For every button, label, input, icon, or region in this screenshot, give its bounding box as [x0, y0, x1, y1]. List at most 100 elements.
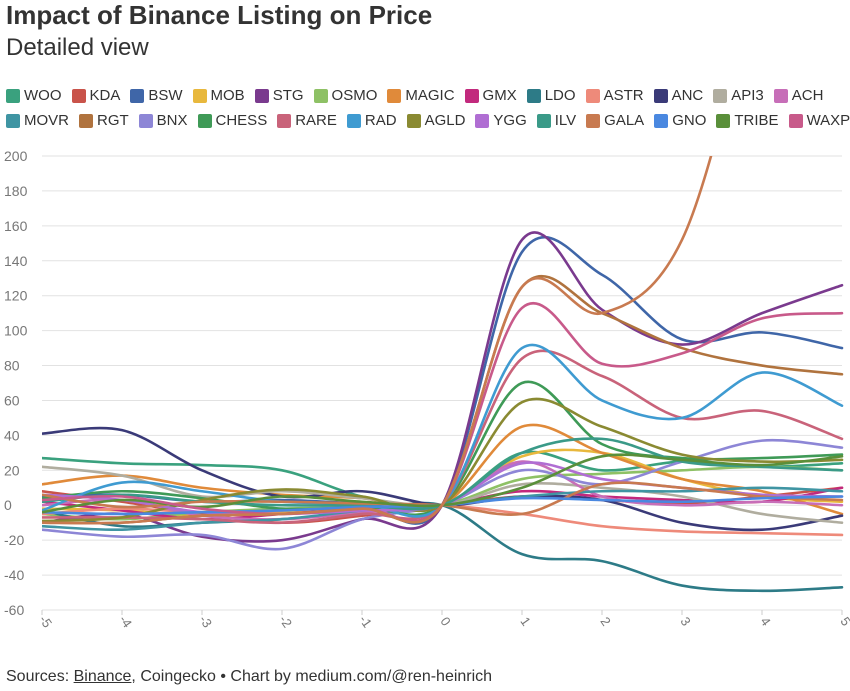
y-tick-label: 20 — [4, 462, 20, 478]
legend-item-osmo[interactable]: OSMO — [313, 87, 377, 104]
legend-swatch — [192, 88, 207, 103]
legend-item-movr[interactable]: MOVR — [6, 112, 69, 129]
legend-label: RARE — [295, 112, 337, 129]
series-line-rad — [42, 343, 844, 518]
legend-swatch — [387, 88, 402, 103]
legend-swatch — [585, 88, 600, 103]
x-tick-label: -3 — [196, 612, 215, 630]
legend-label: RAD — [364, 112, 397, 129]
source-link-binance[interactable]: Binance — [73, 668, 132, 685]
legend-label: BSW — [148, 87, 183, 104]
legend-swatch — [653, 88, 668, 103]
legend-item-ach[interactable]: ACH — [773, 87, 823, 104]
legend-item-bsw[interactable]: BSW — [130, 87, 183, 104]
footer-prefix: Sources: — [6, 668, 74, 685]
legend-item-tribe[interactable]: TRIBE — [716, 112, 779, 129]
legend-item-mob[interactable]: MOB — [192, 87, 245, 104]
series-line-chess — [42, 380, 844, 516]
legend-item-rare[interactable]: RARE — [277, 112, 337, 129]
legend-item-gmx[interactable]: GMX — [464, 87, 517, 104]
legend-item-agld[interactable]: AGLD — [406, 112, 466, 129]
legend-swatch — [6, 113, 20, 128]
legend-item-rgt[interactable]: RGT — [79, 112, 129, 129]
legend-swatch — [138, 113, 153, 128]
x-tick-label: -4 — [116, 612, 135, 630]
y-tick-label: 160 — [4, 218, 28, 234]
legend-item-magic[interactable]: MAGIC — [387, 87, 455, 104]
legend-item-woo[interactable]: WOO — [6, 87, 62, 104]
legend-label: GALA — [604, 112, 645, 129]
legend-label: AGLD — [424, 112, 466, 129]
legend-label: STG — [272, 87, 304, 104]
legend-item-ygg[interactable]: YGG — [475, 112, 527, 129]
chart-title: Impact of Binance Listing on Price — [6, 0, 433, 30]
x-tick-label: 0 — [437, 614, 453, 629]
y-tick-label: -40 — [4, 567, 24, 583]
legend-label: GMX — [482, 87, 517, 104]
y-tick-label: 200 — [4, 148, 28, 164]
legend-swatch — [536, 113, 551, 128]
legend: WOO KDA BSW MOB STG OSMO MAGIC GMX LDO ASTR ANC API… — [6, 84, 850, 134]
x-tick-label: 1 — [517, 614, 533, 629]
y-tick-label: 140 — [4, 253, 28, 269]
x-tick-label: 3 — [677, 614, 693, 629]
legend-swatch — [313, 88, 328, 103]
legend-item-ldo[interactable]: LDO — [526, 87, 576, 104]
legend-item-ilv[interactable]: ILV — [536, 112, 577, 129]
legend-label: MAGIC — [405, 87, 455, 104]
legend-item-anc[interactable]: ANC — [653, 87, 704, 104]
footer-suffix: , Coingecko • Chart by medium.com/@ren-h… — [131, 668, 493, 685]
legend-swatch — [346, 113, 361, 128]
legend-item-gno[interactable]: GNO — [654, 112, 706, 129]
legend-swatch — [406, 113, 421, 128]
legend-label: ILV — [554, 112, 577, 129]
legend-swatch — [71, 88, 86, 103]
footer-credits: Sources: Binance, Coingecko • Chart by m… — [6, 668, 492, 686]
x-tick-label: -2 — [276, 612, 295, 630]
legend-item-stg[interactable]: STG — [254, 87, 304, 104]
legend-item-kda[interactable]: KDA — [71, 87, 121, 104]
y-tick-label: -60 — [4, 602, 24, 618]
legend-swatch — [6, 88, 20, 103]
x-tick-label: -1 — [356, 612, 375, 630]
chart-subtitle: Detailed view — [6, 34, 149, 61]
legend-swatch — [277, 113, 292, 128]
legend-label: TRIBE — [734, 112, 779, 129]
legend-swatch — [713, 88, 728, 103]
legend-label: YGG — [493, 112, 527, 129]
legend-item-rad[interactable]: RAD — [346, 112, 397, 129]
legend-swatch — [788, 113, 803, 128]
y-tick-label: 120 — [4, 288, 28, 304]
legend-label: CHESS — [215, 112, 268, 129]
legend-label: LDO — [544, 87, 576, 104]
legend-swatch — [197, 113, 212, 128]
legend-item-bnx[interactable]: BNX — [138, 112, 188, 129]
legend-label: ANC — [671, 87, 704, 104]
y-tick-label: -20 — [4, 532, 24, 548]
x-tick-label: 5 — [837, 614, 850, 629]
y-tick-label: 180 — [4, 183, 28, 199]
y-tick-label: 80 — [4, 358, 20, 374]
legend-label: KDA — [89, 87, 121, 104]
legend-label: ASTR — [603, 87, 644, 104]
legend-row: WOO KDA BSW MOB STG OSMO MAGIC GMX LDO ASTR ANC API… — [6, 84, 846, 107]
legend-label: RGT — [97, 112, 129, 129]
legend-label: WOO — [24, 87, 62, 104]
series-line-overflow — [42, 156, 713, 525]
legend-swatch — [716, 113, 731, 128]
x-tick-label: -5 — [36, 612, 55, 630]
series-group — [42, 156, 844, 593]
legend-swatch — [773, 88, 788, 103]
legend-swatch — [654, 113, 669, 128]
legend-label: WAXP — [806, 112, 850, 129]
legend-swatch — [586, 113, 601, 128]
legend-item-api3[interactable]: API3 — [713, 87, 764, 104]
y-tick-label: 100 — [4, 323, 28, 339]
y-tick-label: 0 — [4, 497, 12, 513]
legend-item-astr[interactable]: ASTR — [585, 87, 644, 104]
legend-item-gala[interactable]: GALA — [586, 112, 644, 129]
legend-item-chess[interactable]: CHESS — [197, 112, 268, 129]
legend-item-waxp[interactable]: WAXP — [788, 112, 850, 129]
legend-swatch — [475, 113, 490, 128]
